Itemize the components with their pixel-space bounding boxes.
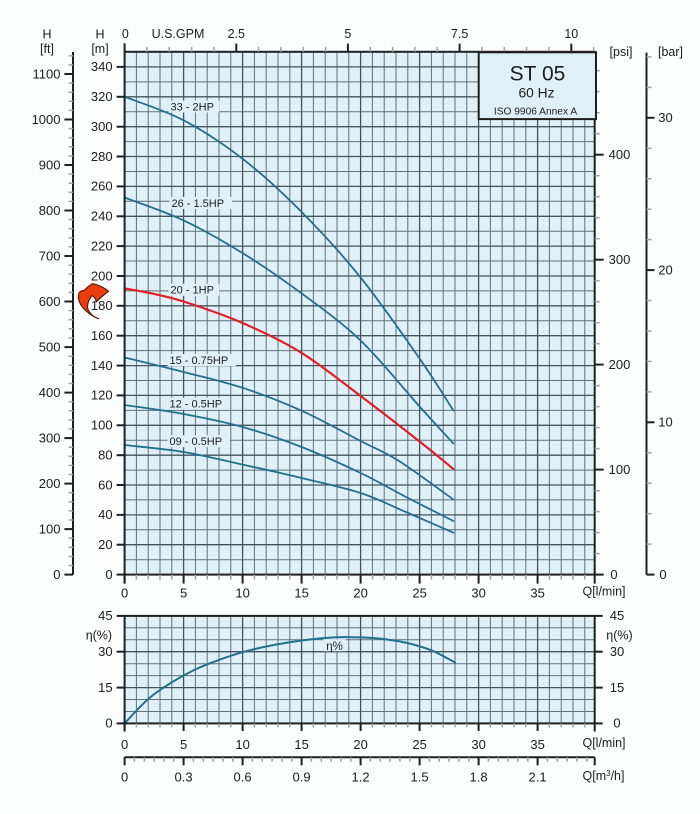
svg-text:15: 15	[610, 680, 624, 695]
svg-text:80: 80	[98, 448, 112, 463]
svg-text:200: 200	[91, 268, 113, 283]
svg-text:10: 10	[235, 737, 249, 752]
svg-text:7.5: 7.5	[451, 27, 468, 41]
svg-text:0.6: 0.6	[234, 770, 252, 785]
svg-text:5: 5	[180, 737, 187, 752]
svg-text:[ft]: [ft]	[40, 42, 54, 56]
svg-text:η%: η%	[326, 641, 343, 653]
svg-text:200: 200	[39, 476, 61, 491]
svg-text:15: 15	[294, 586, 308, 601]
svg-text:09 - 0.5HP: 09 - 0.5HP	[170, 436, 223, 448]
svg-text:30: 30	[610, 644, 624, 659]
svg-text:180: 180	[91, 298, 113, 313]
svg-text:600: 600	[39, 294, 61, 309]
svg-text:10: 10	[564, 27, 578, 41]
svg-text:300: 300	[91, 119, 113, 134]
svg-text:1.2: 1.2	[352, 770, 370, 785]
svg-text:H: H	[95, 28, 104, 42]
svg-text:20 - 1HP: 20 - 1HP	[171, 285, 214, 297]
svg-text:0: 0	[121, 737, 128, 752]
svg-text:60 Hz: 60 Hz	[518, 85, 554, 100]
svg-text:η(%): η(%)	[86, 628, 112, 642]
svg-text:30: 30	[98, 644, 112, 659]
svg-text:300: 300	[39, 430, 61, 445]
svg-text:400: 400	[609, 147, 631, 162]
svg-text:30: 30	[658, 110, 672, 125]
svg-text:45: 45	[98, 608, 112, 623]
svg-text:10: 10	[235, 586, 249, 601]
svg-text:20: 20	[353, 737, 367, 752]
svg-text:η(%): η(%)	[606, 628, 632, 642]
svg-text:500: 500	[39, 339, 61, 354]
svg-text:300: 300	[609, 252, 631, 267]
svg-text:220: 220	[91, 238, 113, 253]
svg-text:45: 45	[610, 608, 624, 623]
svg-text:5: 5	[180, 586, 187, 601]
svg-text:0: 0	[613, 716, 620, 731]
svg-text:900: 900	[39, 157, 61, 172]
svg-text:H: H	[42, 28, 51, 42]
svg-text:1.5: 1.5	[411, 770, 429, 785]
svg-text:160: 160	[91, 328, 113, 343]
svg-text:1.8: 1.8	[470, 770, 488, 785]
svg-text:U.S.GPM: U.S.GPM	[152, 27, 205, 41]
svg-text:1100: 1100	[33, 66, 61, 81]
svg-text:15: 15	[98, 680, 112, 695]
svg-text:0: 0	[122, 27, 129, 41]
svg-text:25: 25	[412, 737, 426, 752]
svg-text:240: 240	[91, 209, 113, 224]
svg-text:20: 20	[98, 537, 112, 552]
svg-text:12 - 0.5HP: 12 - 0.5HP	[170, 399, 223, 411]
svg-text:0: 0	[610, 567, 617, 582]
svg-text:120: 120	[91, 388, 113, 403]
svg-text:35: 35	[530, 737, 544, 752]
svg-text:140: 140	[91, 358, 113, 373]
svg-text:1000: 1000	[32, 112, 61, 127]
svg-text:20: 20	[658, 262, 672, 277]
svg-text:260: 260	[91, 179, 113, 194]
svg-text:Q[m3/h]: Q[m3/h]	[583, 769, 625, 783]
svg-text:33 - 2HP: 33 - 2HP	[171, 101, 214, 113]
svg-text:0: 0	[121, 770, 128, 785]
svg-text:Q[l/min]: Q[l/min]	[582, 736, 625, 750]
svg-text:[psi]: [psi]	[610, 45, 633, 59]
svg-text:ISO 9906 Annex A: ISO 9906 Annex A	[494, 106, 577, 117]
svg-text:100: 100	[39, 521, 61, 536]
svg-text:20: 20	[353, 586, 367, 601]
svg-text:26 - 1.5HP: 26 - 1.5HP	[172, 198, 225, 210]
svg-text:40: 40	[98, 507, 112, 522]
svg-text:ST 05: ST 05	[510, 63, 566, 86]
svg-text:5: 5	[344, 27, 351, 41]
svg-text:400: 400	[39, 385, 61, 400]
svg-text:0: 0	[105, 567, 112, 582]
svg-text:2.5: 2.5	[228, 27, 245, 41]
svg-text:25: 25	[412, 586, 426, 601]
svg-text:30: 30	[471, 586, 485, 601]
svg-text:0: 0	[121, 586, 128, 601]
svg-text:700: 700	[39, 248, 61, 263]
svg-text:10: 10	[658, 415, 672, 430]
svg-text:Q[l/min]: Q[l/min]	[582, 585, 625, 599]
svg-text:100: 100	[609, 462, 631, 477]
svg-text:320: 320	[91, 89, 113, 104]
svg-text:280: 280	[91, 149, 113, 164]
svg-text:0: 0	[105, 716, 112, 731]
svg-text:200: 200	[609, 357, 631, 372]
svg-text:100: 100	[91, 418, 113, 433]
svg-text:15 - 0.75HP: 15 - 0.75HP	[170, 355, 229, 367]
svg-text:0.9: 0.9	[293, 770, 311, 785]
svg-text:0.3: 0.3	[175, 770, 193, 785]
svg-text:[m]: [m]	[91, 42, 108, 56]
svg-text:340: 340	[91, 59, 113, 74]
svg-text:0: 0	[659, 567, 666, 582]
svg-text:35: 35	[530, 586, 544, 601]
svg-text:15: 15	[294, 737, 308, 752]
svg-text:[bar]: [bar]	[658, 45, 683, 59]
svg-text:2.1: 2.1	[529, 770, 547, 785]
svg-text:0: 0	[53, 567, 60, 582]
svg-text:800: 800	[39, 203, 61, 218]
svg-text:30: 30	[471, 737, 485, 752]
svg-text:60: 60	[98, 477, 112, 492]
